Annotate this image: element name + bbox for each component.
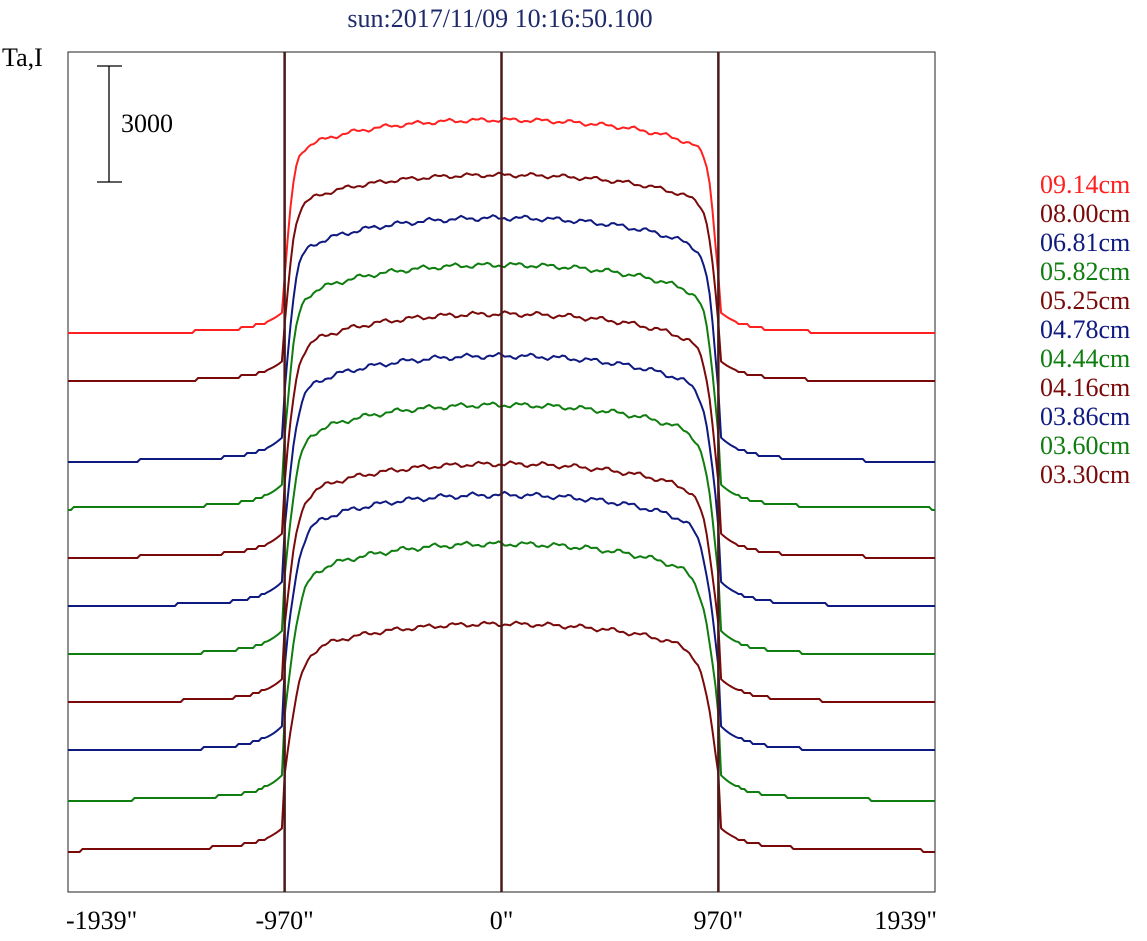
x-tick-label: 0" [490, 906, 514, 935]
x-tick-label: 970" [694, 906, 744, 935]
scale-bar-label: 3000 [121, 109, 173, 138]
chart-title: sun:2017/11/09 10:16:50.100 [347, 4, 653, 33]
legend-item: 04.16cm [1040, 373, 1131, 402]
legend-item: 08.00cm [1040, 199, 1131, 228]
x-tick-label: -1939" [66, 906, 137, 935]
legend-item: 06.81cm [1040, 228, 1131, 257]
y-axis-label: Ta,I [2, 43, 43, 72]
legend-item: 03.30cm [1040, 460, 1131, 489]
legend-item: 04.78cm [1040, 315, 1131, 344]
legend-item: 09.14cm [1040, 170, 1131, 199]
legend-item: 03.86cm [1040, 402, 1131, 431]
legend: 09.14cm 08.00cm 06.81cm 05.82cm 05.25cm 04.78… [1040, 170, 1130, 489]
x-tick-label: -970" [255, 906, 313, 935]
legend-item: 03.60cm [1040, 431, 1131, 460]
legend-item: 04.44cm [1040, 344, 1131, 373]
legend-item: 05.25cm [1040, 286, 1131, 315]
x-tick-label: 1939" [874, 906, 937, 935]
legend-item: 05.82cm [1040, 257, 1131, 286]
